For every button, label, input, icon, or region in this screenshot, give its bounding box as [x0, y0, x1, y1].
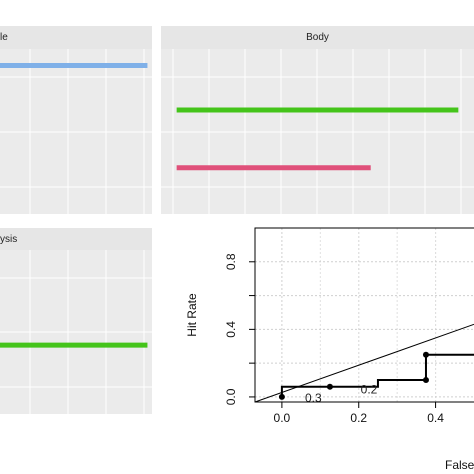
x-tick-label: 0.0	[274, 411, 291, 425]
facet-strip-top-right: Body	[161, 26, 474, 49]
threshold-label: 0.3	[305, 391, 322, 405]
facet-strip-top-left: le	[0, 26, 152, 49]
plot-frame	[254, 227, 474, 403]
diagonal-line	[254, 323, 474, 403]
facet-panel-top-left: le	[0, 0, 152, 214]
facet-plot-bottom-left	[0, 250, 152, 414]
roc-point	[422, 351, 429, 358]
x-axis-label: False	[445, 458, 474, 472]
y-tick-label: 0.4	[224, 321, 238, 338]
y-tick-label: 0.0	[224, 388, 238, 405]
y-axis-label: Hit Rate	[185, 293, 199, 337]
facet-strip-bottom-left: ysis	[0, 228, 152, 250]
facet-strip-label: Body	[306, 32, 329, 43]
facet-panel-bottom-left: ysis	[0, 228, 152, 414]
roc-point	[422, 377, 429, 384]
facet-strip-label: ysis	[0, 233, 18, 245]
facet-strip-label: le	[0, 32, 8, 43]
facet-panel-top-right: Body	[161, 0, 474, 214]
x-tick-label: 0.2	[350, 411, 367, 425]
roc-point	[326, 383, 333, 390]
x-tick-label: 0.4	[427, 411, 444, 425]
y-tick-label: 0.8	[224, 253, 238, 270]
facet-plot-top-right	[161, 49, 474, 214]
facet-plot-top-left	[0, 49, 152, 214]
roc-point	[278, 393, 285, 400]
threshold-label: 0.2	[361, 382, 378, 396]
